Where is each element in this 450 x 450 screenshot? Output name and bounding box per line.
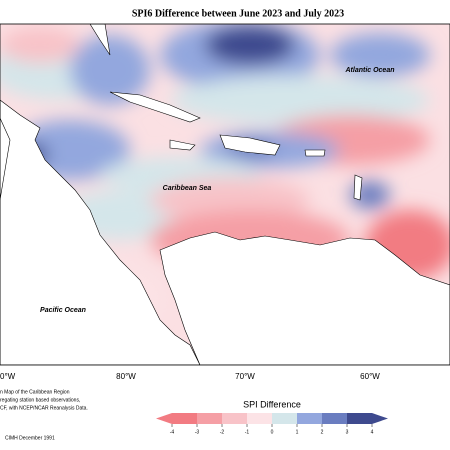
legend-tick-label: -2 xyxy=(220,429,225,435)
legend-swatch xyxy=(322,413,347,424)
legend-tick-label: -4 xyxy=(170,429,175,435)
legend-tick-label: 1 xyxy=(296,429,299,435)
legend-tick-label: 4 xyxy=(371,429,374,435)
legend-end xyxy=(156,413,172,424)
legend-tick-label: -1 xyxy=(245,429,250,435)
footnote: regating station based observations, xyxy=(0,397,80,403)
map-frame xyxy=(0,23,450,366)
footnote: n Map of the Caribbean Region xyxy=(0,389,70,395)
legend-swatch xyxy=(197,413,222,424)
legend-tick-label: 2 xyxy=(321,429,324,435)
legend-tick-label: -3 xyxy=(195,429,200,435)
longitude-label: 70°W xyxy=(235,372,255,381)
credit: CIMH December 1991 xyxy=(5,435,55,441)
map xyxy=(0,24,450,365)
legend-swatch xyxy=(272,413,297,424)
legend-tick-label: 0 xyxy=(271,429,274,435)
legend-swatch xyxy=(222,413,247,424)
longitude-label: 80°W xyxy=(116,372,136,381)
legend-title: SPI Difference xyxy=(243,399,301,409)
longitude-label: 60°W xyxy=(360,372,380,381)
ocean-label: Caribbean Sea xyxy=(163,185,212,192)
legend-swatch xyxy=(297,413,322,424)
longitude-label: 0°W xyxy=(0,372,16,381)
legend-swatch xyxy=(347,413,372,424)
footnote: CF, with NCEP/NCAR Reanalysis Data. xyxy=(0,405,88,411)
legend-tick-label: 3 xyxy=(346,429,349,435)
legend-swatch xyxy=(172,413,197,424)
legend-swatch xyxy=(247,413,272,424)
title: SPI6 Difference between June 2023 and Ju… xyxy=(132,8,344,19)
legend-end xyxy=(372,413,388,424)
ocean-label: Atlantic Ocean xyxy=(344,67,394,74)
ocean-label: Pacific Ocean xyxy=(40,307,86,314)
legend: -4 -3 -2 -1 0 1 2 3 4 xyxy=(156,413,388,435)
